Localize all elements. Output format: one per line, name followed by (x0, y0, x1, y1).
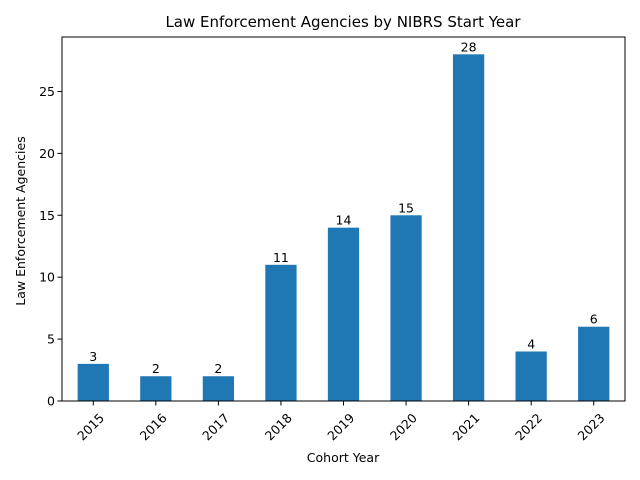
y-tick-label-15: 15 (39, 208, 55, 223)
x-tick-label-2020: 2020 (387, 410, 420, 443)
data-label-2021: 28 (461, 39, 477, 54)
data-label-2018: 11 (273, 250, 289, 265)
data-label-2016: 2 (152, 361, 160, 376)
x-axis-title: Cohort Year (307, 450, 380, 465)
data-label-2015: 3 (89, 349, 97, 364)
data-label-2023: 6 (590, 312, 598, 327)
x-tick-label-2018: 2018 (262, 410, 295, 443)
bar-2021 (452, 54, 485, 401)
y-tick-label-10: 10 (39, 270, 55, 285)
bar-2020 (390, 215, 422, 401)
plot-area: 3201522016220171120181420191520202820214… (39, 36, 626, 443)
y-tick-label-25: 25 (39, 84, 55, 99)
bar-2017 (202, 376, 235, 401)
bar-2018 (265, 264, 297, 401)
bar-2019 (327, 227, 360, 401)
bar-2016 (140, 376, 172, 401)
y-tick-label-20: 20 (39, 146, 55, 161)
bar-2015 (77, 363, 109, 401)
plot-frame (61, 36, 626, 402)
x-tick-label-2022: 2022 (512, 410, 545, 443)
data-label-2022: 4 (527, 336, 535, 351)
x-tick-label-2023: 2023 (575, 410, 608, 443)
data-label-2020: 15 (398, 200, 414, 215)
bar-2023 (578, 326, 610, 401)
bar-2022 (515, 351, 547, 401)
x-tick-label-2017: 2017 (199, 410, 232, 443)
data-label-2019: 14 (336, 213, 352, 228)
x-tick-label-2021: 2021 (449, 410, 482, 443)
y-axis-title: Law Enforcement Agencies (13, 136, 28, 305)
chart-title: Law Enforcement Agencies by NIBRS Start … (165, 13, 521, 31)
x-tick-label-2016: 2016 (137, 410, 170, 443)
y-tick-label-5: 5 (47, 332, 55, 347)
y-tick-label-0: 0 (47, 394, 55, 409)
data-label-2017: 2 (214, 361, 222, 376)
x-tick-label-2015: 2015 (74, 410, 107, 443)
x-tick-label-2019: 2019 (324, 410, 357, 443)
